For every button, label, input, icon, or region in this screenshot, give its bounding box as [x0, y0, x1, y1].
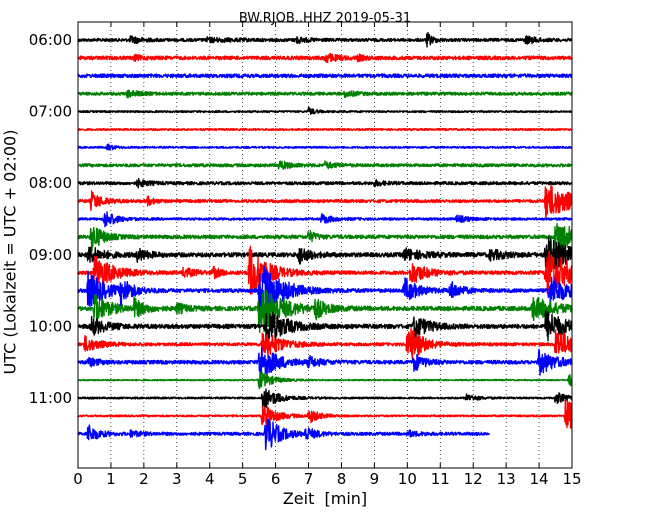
- x-tick-label: 8: [337, 470, 347, 488]
- trace-1115: [78, 399, 572, 429]
- x-tick-label: 0: [73, 470, 83, 488]
- y-tick-label: 10:00: [29, 317, 72, 335]
- x-tick-label: 4: [205, 470, 215, 488]
- trace-0845: [78, 222, 572, 253]
- trace-0915: [78, 245, 572, 295]
- x-tick-label: 11: [431, 470, 450, 488]
- trace-0630: [78, 73, 572, 79]
- trace-1015: [78, 327, 572, 360]
- x-tick-label: 6: [271, 470, 281, 488]
- x-tick-label: 5: [238, 470, 248, 488]
- trace-1130: [78, 418, 491, 451]
- x-tick-label: 7: [304, 470, 314, 488]
- trace-1045: [78, 371, 572, 390]
- x-tick-label: 10: [398, 470, 417, 488]
- trace-0730: [78, 143, 572, 151]
- plot-frame: [77, 21, 573, 469]
- trace-1100: [78, 388, 572, 409]
- chart-title: BW.RJOB..HHZ 2019-05-31: [238, 11, 412, 26]
- x-tick-label: 14: [530, 470, 549, 488]
- trace-0830: [78, 211, 572, 228]
- y-tick-label: 06:00: [29, 31, 72, 49]
- trace-0700: [78, 106, 572, 115]
- trace-0900: [78, 236, 572, 271]
- trace-0945: [78, 289, 572, 334]
- x-tick-label: 2: [139, 470, 149, 488]
- y-tick-label: 08:00: [29, 174, 72, 192]
- x-axis-label: Zeit [min]: [282, 489, 368, 508]
- y-tick-label: 11:00: [29, 389, 72, 407]
- axis-ticks: [77, 22, 573, 468]
- trace-1030: [78, 347, 572, 379]
- trace-0800: [78, 177, 572, 189]
- x-tick-label: 1: [106, 470, 116, 488]
- x-tick-labels: 0 1 2 3 4 5 6 7 8 9 10 11 12 13 14 15: [73, 470, 581, 488]
- x-tick-label: 13: [497, 470, 516, 488]
- x-tick-label: 12: [464, 470, 483, 488]
- x-tick-label: 15: [562, 470, 581, 488]
- y-tick-label: 09:00: [29, 246, 72, 264]
- trace-0930: [78, 265, 572, 319]
- y-tick-labels: 06:00 07:00 08:00 09:00 10:00 11:00: [29, 31, 72, 407]
- y-axis-label: UTC (Lokalzeit = UTC + 02:00): [0, 129, 20, 375]
- x-tick-label: 9: [370, 470, 380, 488]
- trace-0715: [78, 127, 572, 132]
- trace-0745: [78, 160, 572, 170]
- x-tick-label: 3: [172, 470, 182, 488]
- y-tick-label: 07:00: [29, 103, 72, 121]
- trace-0600: [78, 31, 572, 48]
- seismogram-traces: [78, 31, 572, 451]
- trace-0815: [78, 185, 572, 219]
- trace-0615: [78, 52, 572, 64]
- plot-background: [78, 22, 572, 468]
- trace-0645: [78, 89, 572, 99]
- trace-1000: [78, 310, 572, 343]
